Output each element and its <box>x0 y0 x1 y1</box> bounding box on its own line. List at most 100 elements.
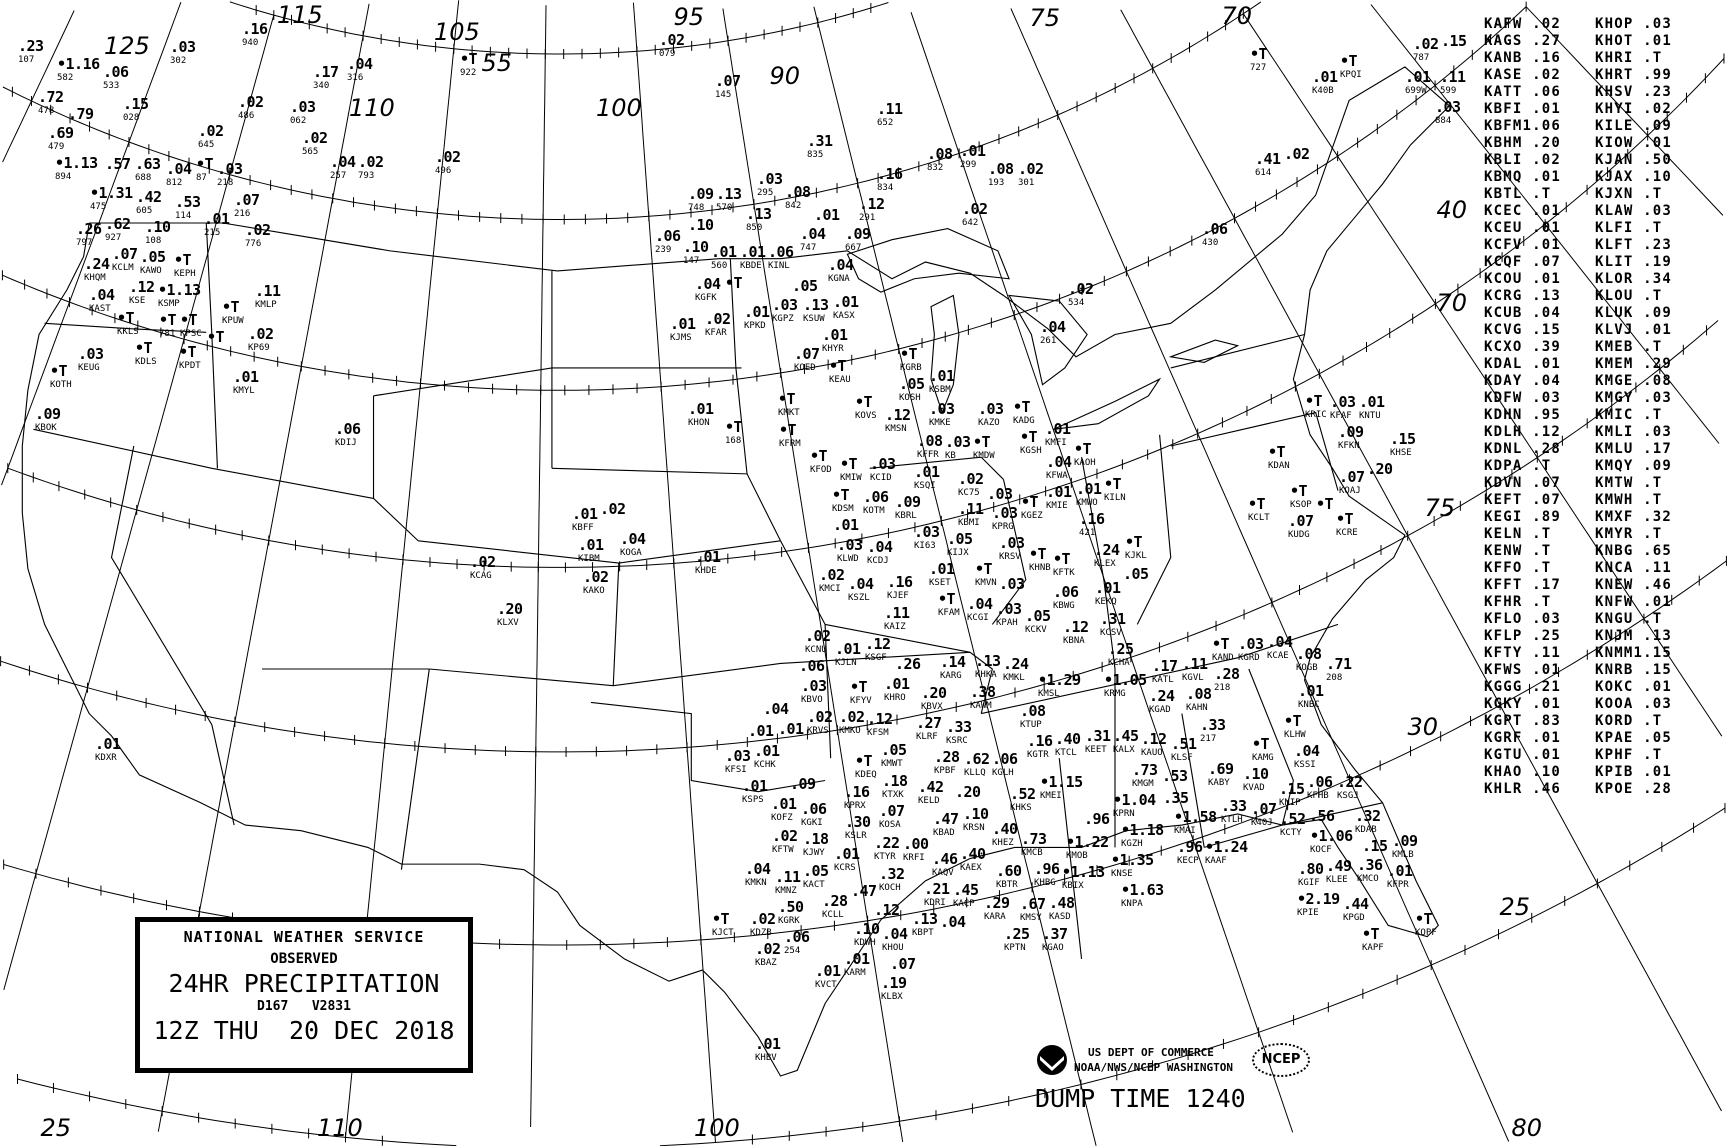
station-id: KPBF <box>934 766 956 776</box>
station-precip-value: .45 <box>953 881 979 899</box>
station-plot: .01 KFPR <box>1387 862 1413 891</box>
station-precip-value: .53 <box>1162 767 1188 785</box>
station-id: KPDT <box>179 361 201 371</box>
station-plot: .11 599 <box>1440 68 1466 97</box>
station-plot: .01 KCHK <box>754 742 780 771</box>
meridian-line <box>1120 9 1722 1112</box>
station-id: KLHW <box>1284 730 1306 740</box>
station-precip-value: •1.22 <box>1066 833 1109 851</box>
station-id: 776 <box>245 239 262 249</box>
station-id: 642 <box>962 218 979 228</box>
station-plot: .04 316 <box>347 55 373 84</box>
station-plot: .26 <box>895 655 921 673</box>
station-precip-value: .04 <box>620 530 646 548</box>
station-plot: .01 KHRO <box>884 675 910 704</box>
station-precip-value: •T <box>222 298 240 316</box>
station-precip-value: .07 <box>1339 468 1365 486</box>
station-plot: •T KADG <box>1013 398 1035 427</box>
station-plot: .57 <box>105 155 131 173</box>
station-precip-value: .22 <box>1337 773 1363 791</box>
station-precip-value: .01 <box>572 505 598 523</box>
station-id: 614 <box>1255 168 1272 178</box>
legend-box: NATIONAL WEATHER SERVICE OBSERVED 24HR P… <box>135 917 473 1073</box>
station-precip-value: .04 <box>828 256 854 274</box>
station-id: 079 <box>659 49 676 59</box>
station-id: KSLR <box>845 831 867 841</box>
station-plot: .04 KAST <box>89 286 115 315</box>
station-precip-value: •T <box>1290 482 1308 500</box>
station-plot: .12 KBNA <box>1063 618 1089 647</box>
station-id: KAHN <box>1186 703 1208 713</box>
station-id: KC75 <box>958 488 980 498</box>
station-id: KCLL <box>822 910 844 920</box>
station-id: KMEI <box>1040 791 1062 801</box>
station-table-row: KDHN .95 <box>1484 407 1562 423</box>
station-precip-value: •T <box>1252 735 1270 753</box>
station-plot: .01 KOFZ <box>771 795 797 824</box>
station-precip-value: .04 <box>695 275 721 293</box>
station-id: 216 <box>234 209 251 219</box>
station-table-row: KMEM .29 <box>1595 356 1673 372</box>
station-id: 599 <box>1440 86 1457 96</box>
station-id: KGRK <box>778 916 800 926</box>
station-plot: .02 301 <box>1018 160 1044 189</box>
station-table-row: KNBG .65 <box>1595 543 1673 559</box>
station-id: 145 <box>715 90 732 100</box>
station-plot: .12 KSGF <box>865 635 891 664</box>
station-plot: .41 614 <box>1255 150 1281 179</box>
station-precip-value: •T <box>1362 925 1380 943</box>
station-table-row: KGTU .01 <box>1484 747 1562 763</box>
station-precip-value: .24 <box>84 255 110 273</box>
station-plot: .01 299 <box>960 142 986 171</box>
station-id: 667 <box>845 243 862 253</box>
station-id: KACP <box>953 899 975 909</box>
station-precip-value: .01 <box>960 142 986 160</box>
station-plot: •T KFTK <box>1053 550 1075 579</box>
station-id: KHYR <box>822 344 844 354</box>
station-table-row: KFFO .T <box>1484 560 1552 576</box>
station-id: KGEZ <box>1021 511 1043 521</box>
station-table-row: KMGY .03 <box>1595 390 1673 406</box>
station-precip-value: .07 <box>112 245 138 263</box>
station-precip-value: .01 <box>711 243 737 261</box>
graticule-label: 75 <box>1029 4 1061 32</box>
station-plot: .12 <box>874 901 900 919</box>
station-id: 940 <box>242 38 259 48</box>
station-plot: .47 KBAD <box>933 810 959 839</box>
station-plot: .04 KFWA <box>1046 453 1072 482</box>
meridian-line <box>1525 6 1724 216</box>
station-plot: •T <box>725 274 743 292</box>
station-id: KFAF <box>1330 411 1352 421</box>
station-precip-value: .56 <box>1309 807 1335 825</box>
station-precip-value: .08 <box>785 183 811 201</box>
station-id: 748 <box>688 203 705 213</box>
station-precip-value: .08 <box>1296 645 1322 663</box>
station-plot: .31 835 <box>807 132 833 161</box>
station-plot: .04 KCAE <box>1267 633 1293 662</box>
station-precip-value: .01 <box>1095 579 1121 597</box>
station-precip-value: .23 <box>18 37 44 55</box>
station-id: KDLS <box>135 357 157 367</box>
station-precip-value: •1.05 <box>1104 671 1147 689</box>
station-precip-value: .01 <box>914 463 940 481</box>
station-id: KTLH <box>1221 815 1243 825</box>
station-precip-value: .73 <box>1132 761 1158 779</box>
station-plot: .09 748 <box>688 185 714 214</box>
station-id: KEAU <box>829 375 851 385</box>
station-precip-value: .06 <box>992 750 1018 768</box>
station-table-row: KFFT .17 <box>1484 577 1562 593</box>
station-plot: .06 KGKI <box>801 800 827 829</box>
station-table-row: KBFM1.06 <box>1484 118 1562 134</box>
station-id: KOSH <box>899 393 921 403</box>
station-precip-value: •T <box>1125 533 1143 551</box>
station-id: 832 <box>927 163 944 173</box>
station-plot: .12 KFSM <box>867 710 893 739</box>
graticule-label: 110 <box>349 94 395 122</box>
station-precip-value: .03 <box>290 98 316 116</box>
station-id: K40J <box>1251 818 1273 828</box>
station-precip-value: .42 <box>136 188 162 206</box>
station-id: 239 <box>655 245 672 255</box>
lake-superior <box>846 227 1010 293</box>
station-id: KBPT <box>912 928 934 938</box>
